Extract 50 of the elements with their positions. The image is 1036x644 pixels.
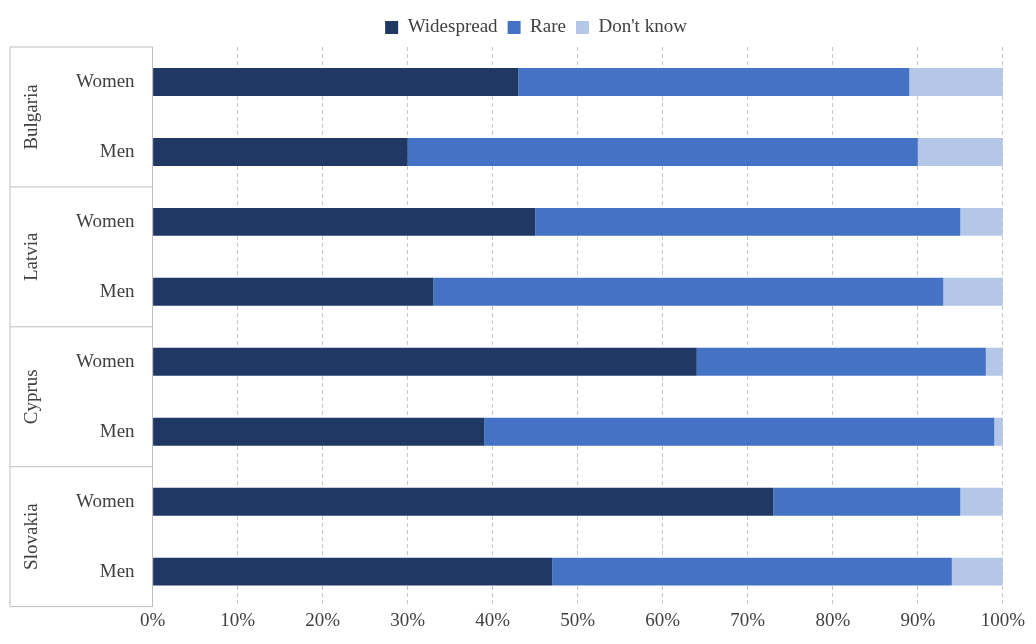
bar (917, 137, 1003, 166)
x-tick-label: 80% (815, 608, 851, 630)
bar (994, 417, 1003, 446)
y-tick-label: Women (76, 349, 136, 371)
bar (960, 207, 1003, 236)
y-tick-label: Women (76, 489, 136, 511)
x-tick-label: 90% (900, 608, 936, 630)
x-tick-label: 30% (390, 608, 426, 630)
bar (535, 207, 961, 236)
y-tick-label: Women (76, 69, 136, 91)
bar (153, 557, 553, 586)
text: Slovakia (19, 502, 41, 570)
legend-label: Rare (530, 15, 566, 37)
x-tick-label: 10% (220, 608, 256, 630)
bar (909, 67, 1003, 96)
bar (943, 277, 1003, 306)
bar (153, 347, 697, 376)
bar (696, 347, 986, 376)
x-tick-label: 60% (645, 608, 681, 630)
bar (153, 417, 485, 446)
text: Cyprus (19, 369, 41, 425)
bar (960, 487, 1003, 516)
bar (773, 487, 961, 516)
bar (153, 487, 774, 516)
text: Bulgaria (19, 83, 41, 150)
y-tick-label: Men (99, 139, 136, 161)
bar (407, 137, 918, 166)
bar (153, 277, 434, 306)
legend-label: Widespread (407, 15, 499, 37)
bar (985, 347, 1003, 376)
bar (518, 67, 910, 96)
bar (153, 67, 519, 96)
legend-label: Don't know (598, 15, 688, 37)
y-tick-label: Men (99, 279, 136, 301)
x-tick-label: 70% (730, 608, 766, 630)
text: Latvia (19, 232, 41, 282)
bar (153, 137, 408, 166)
x-tick-label: 100% (980, 608, 1026, 630)
bar (153, 207, 536, 236)
x-tick-label: 20% (305, 608, 341, 630)
x-tick-label: 0% (139, 608, 166, 630)
bar (484, 417, 995, 446)
bar (552, 557, 952, 586)
bar (951, 557, 1003, 586)
y-tick-label: Women (76, 209, 136, 231)
bar (433, 277, 944, 306)
x-tick-label: 40% (475, 608, 511, 630)
y-tick-label: Men (99, 559, 136, 581)
y-tick-label: Men (99, 419, 136, 441)
x-tick-label: 50% (560, 608, 596, 630)
